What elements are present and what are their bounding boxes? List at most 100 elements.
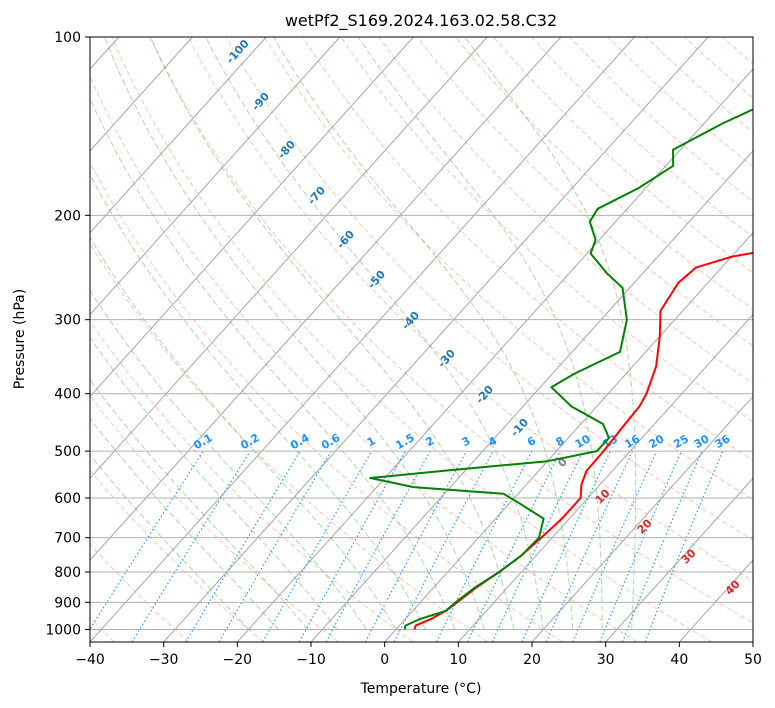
isotherm-label: -90 bbox=[249, 90, 272, 114]
mixing-ratio-label: 0.4 bbox=[288, 431, 312, 452]
mixing-ratio-label: 30 bbox=[692, 432, 712, 451]
dewpoint-profile bbox=[369, 108, 753, 630]
isotherm bbox=[90, 37, 193, 152]
warm-isotherm-label: 40 bbox=[723, 577, 743, 597]
moist-adiabat bbox=[205, 37, 544, 630]
dry-adiabat bbox=[187, 37, 753, 582]
isotherm-label: -100 bbox=[224, 37, 252, 66]
mixing-ratio-label: 36 bbox=[713, 432, 733, 451]
mixing-ratio-label: 3 bbox=[460, 434, 473, 449]
dry-adiabat bbox=[531, 37, 753, 238]
mixing-ratio-line bbox=[521, 450, 611, 642]
mixing-ratio-label: 10 bbox=[573, 432, 593, 451]
profiles bbox=[369, 108, 753, 630]
y-tick-label: 100 bbox=[54, 30, 81, 46]
warm-isotherm-label: 30 bbox=[679, 546, 699, 566]
mixing-ratio-line bbox=[364, 450, 467, 642]
isotherm bbox=[90, 37, 267, 234]
isotherm bbox=[605, 477, 753, 642]
moist-adiabat bbox=[90, 96, 456, 630]
x-tick-label: −30 bbox=[149, 652, 179, 668]
isotherm-label: -30 bbox=[435, 347, 458, 371]
isotherm bbox=[236, 68, 753, 642]
moist-adiabat bbox=[90, 417, 279, 630]
x-axis: −40 −30 −20 −10 0 10 20 30 40 50 bbox=[75, 642, 762, 668]
isotherm bbox=[457, 313, 753, 642]
moist-adiabat bbox=[90, 454, 249, 630]
moist-adiabat bbox=[90, 236, 397, 630]
moist-adiabat bbox=[357, 37, 603, 630]
isotherm bbox=[310, 150, 753, 642]
x-tick-label: 0 bbox=[380, 652, 389, 668]
moist-adiabat bbox=[90, 289, 367, 630]
mixing-ratio-line bbox=[644, 450, 724, 642]
x-tick-label: −20 bbox=[223, 652, 253, 668]
mixing-ratio-line bbox=[435, 450, 533, 642]
dry-adiabat bbox=[683, 37, 753, 99]
x-tick-label: 50 bbox=[744, 652, 762, 668]
mixing-ratio-label: 4 bbox=[486, 434, 499, 449]
mixing-ratio-label: 0.1 bbox=[191, 431, 214, 452]
y-tick-label: 1000 bbox=[45, 622, 81, 638]
mixing-ratio-line bbox=[621, 450, 703, 642]
x-axis-label: Temperature (°C) bbox=[360, 681, 482, 697]
pressure-gridlines bbox=[90, 37, 753, 630]
isotherm bbox=[90, 37, 341, 316]
mixing-ratio-label: 16 bbox=[622, 432, 642, 451]
mixing-ratio-label: 20 bbox=[647, 432, 667, 451]
mixing-ratio-line bbox=[298, 450, 406, 642]
mixing-ratio-line bbox=[325, 450, 431, 642]
dry-adiabat bbox=[149, 37, 753, 624]
moist-adiabat bbox=[273, 37, 574, 630]
isotherm bbox=[163, 37, 709, 642]
x-tick-label: 20 bbox=[523, 652, 541, 668]
isotherm bbox=[90, 37, 488, 480]
isotherm bbox=[90, 37, 562, 561]
dry-adiabat bbox=[90, 242, 488, 642]
mixing-ratio-line bbox=[491, 450, 584, 642]
isotherm bbox=[384, 231, 753, 642]
moist-adiabat bbox=[149, 37, 515, 630]
mixing-ratio-line bbox=[90, 450, 204, 630]
x-tick-label: 10 bbox=[449, 652, 467, 668]
mixing-ratio-label: 1.5 bbox=[393, 431, 416, 452]
y-tick-label: 400 bbox=[54, 387, 81, 403]
isotherm-label: -70 bbox=[305, 184, 328, 208]
y-axis-label: Pressure (hPa) bbox=[12, 289, 28, 389]
isotherm-label: -20 bbox=[473, 383, 496, 407]
x-tick-label: 30 bbox=[597, 652, 615, 668]
dry-adiabat bbox=[90, 161, 563, 642]
dry-adiabat bbox=[340, 37, 753, 423]
x-tick-label: −10 bbox=[296, 652, 326, 668]
mixing-ratio-line bbox=[185, 450, 301, 642]
y-tick-label: 800 bbox=[54, 565, 81, 581]
mixing-ratio-line bbox=[131, 450, 251, 642]
moist-adiabat bbox=[90, 173, 426, 630]
dry-adiabat bbox=[493, 37, 753, 274]
dry-adiabat bbox=[416, 37, 753, 347]
y-tick-label: 700 bbox=[54, 531, 81, 547]
chart-title: wetPf2_S169.2024.163.02.58.C32 bbox=[285, 11, 557, 31]
isotherm bbox=[752, 641, 753, 642]
y-tick-label: 900 bbox=[54, 595, 81, 611]
mixing-ratio-label: 1 bbox=[365, 434, 378, 449]
y-tick-label: 300 bbox=[54, 313, 81, 329]
y-axis: 100 200 300 400 500 600 700 800 900 1000 bbox=[45, 30, 90, 638]
y-tick-label: 200 bbox=[54, 208, 81, 224]
mixing-ratio-label: 0.2 bbox=[238, 431, 261, 452]
isotherm bbox=[90, 37, 414, 398]
moist-adiabat bbox=[103, 37, 485, 630]
temperature-profile bbox=[413, 251, 753, 630]
isotherm-label: -60 bbox=[334, 228, 357, 252]
y-tick-label: 600 bbox=[54, 491, 81, 507]
x-tick-label: −40 bbox=[75, 652, 105, 668]
dry-adiabat bbox=[302, 37, 753, 461]
dry-adiabat bbox=[645, 37, 753, 133]
dry-adiabat bbox=[90, 469, 264, 642]
isotherm bbox=[531, 395, 753, 642]
dry-adiabat bbox=[264, 37, 753, 501]
moist-adiabat bbox=[464, 37, 637, 630]
isotherm bbox=[90, 37, 635, 642]
x-tick-label: 40 bbox=[670, 652, 688, 668]
